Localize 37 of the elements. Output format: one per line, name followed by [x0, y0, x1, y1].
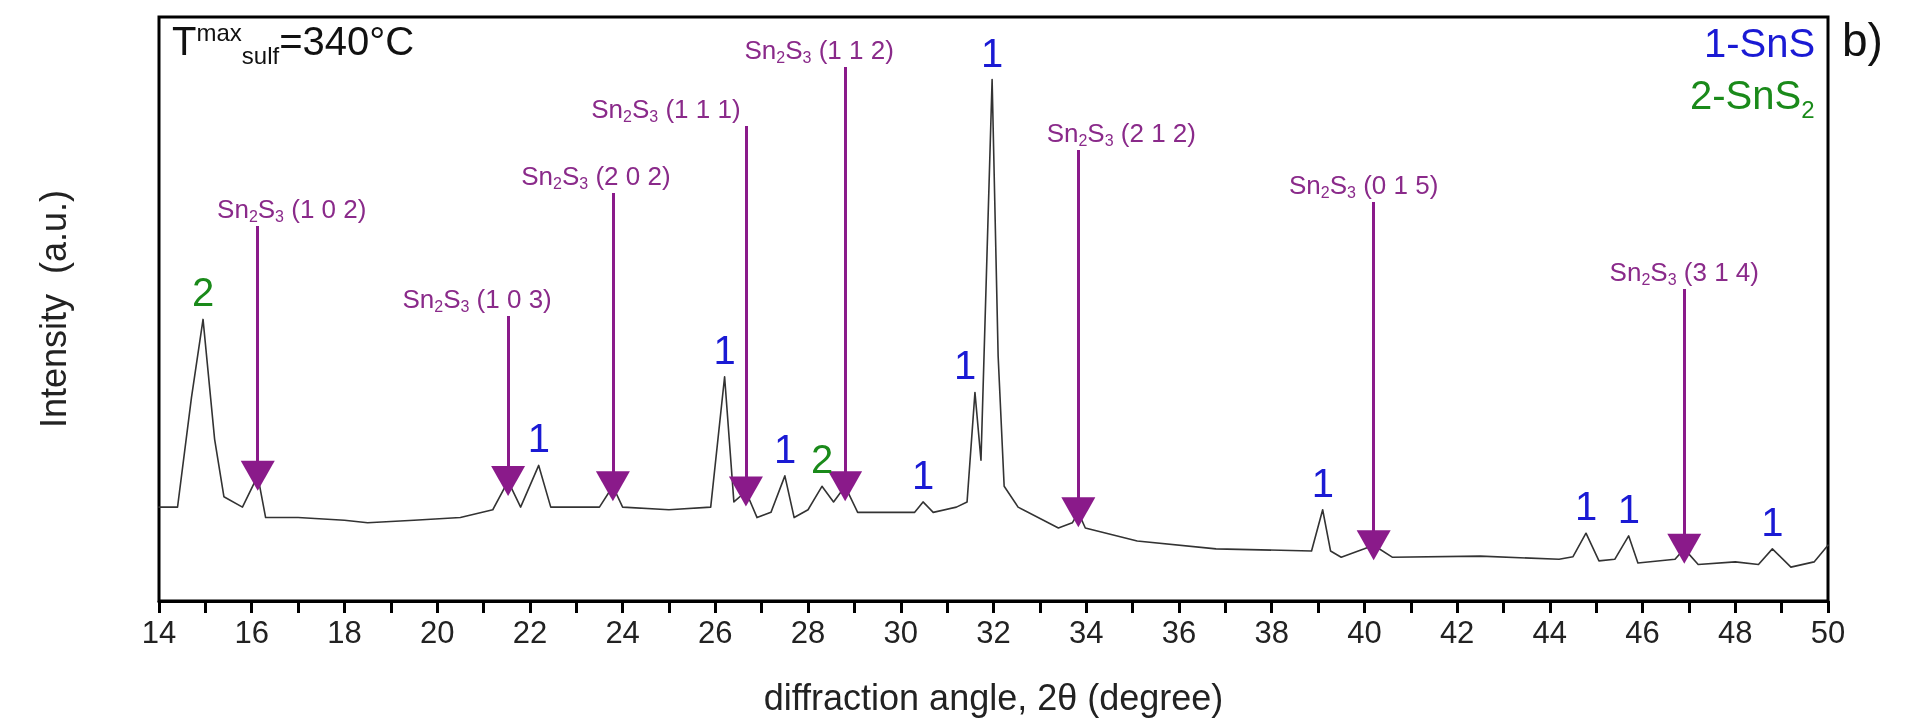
x-tick-label: 30 [883, 615, 919, 650]
x-tick-label: 24 [605, 615, 640, 650]
x-tick-label: 18 [327, 615, 362, 650]
annotation: 2 [192, 269, 215, 316]
annotation: 1 [912, 451, 935, 498]
x-tick-label: 28 [790, 615, 826, 650]
x-tick-label: 22 [512, 615, 548, 650]
annotation: 1 [773, 425, 797, 472]
x-tick-label: 34 [1068, 615, 1104, 650]
text: T$^{max}$$_{sulf}$=340°C [172, 18, 415, 70]
annotation: 1 [1761, 498, 1784, 545]
x-tick-label: 36 [1161, 615, 1197, 650]
x-tick-label: 20 [419, 615, 455, 650]
x-tick-label: 40 [1347, 615, 1382, 650]
x-tick-label: 26 [698, 615, 733, 650]
x-tick-label: 46 [1625, 615, 1660, 650]
annotation: 1 [1311, 459, 1334, 506]
annotation: 1 [1617, 485, 1640, 532]
text: 1-SnS [1704, 20, 1816, 66]
annotation: 1 [953, 342, 977, 389]
x-tick-label: 42 [1439, 615, 1475, 650]
x-tick-label: 38 [1254, 615, 1289, 650]
x-tick-label: 14 [141, 615, 177, 650]
annotation: 1 [981, 29, 1004, 76]
annotation: 1 [527, 415, 550, 462]
x-tick-label: 50 [1810, 615, 1846, 650]
y-axis-title: Intensity (a.u.) [32, 189, 74, 429]
x-axis-title: diffraction angle, 2θ (degree) [763, 676, 1224, 718]
x-tick-label: 16 [234, 615, 269, 650]
annotation: 2-SnS$_{2}$ [1690, 72, 1815, 124]
x-tick-label: 48 [1718, 615, 1753, 650]
text: b) [1842, 14, 1883, 67]
annotation: 1 [713, 326, 736, 373]
annotation: 1 [1574, 483, 1598, 530]
x-tick-label: 44 [1532, 615, 1568, 650]
x-tick-label: 32 [976, 615, 1011, 650]
annotation: 2 [810, 436, 834, 483]
